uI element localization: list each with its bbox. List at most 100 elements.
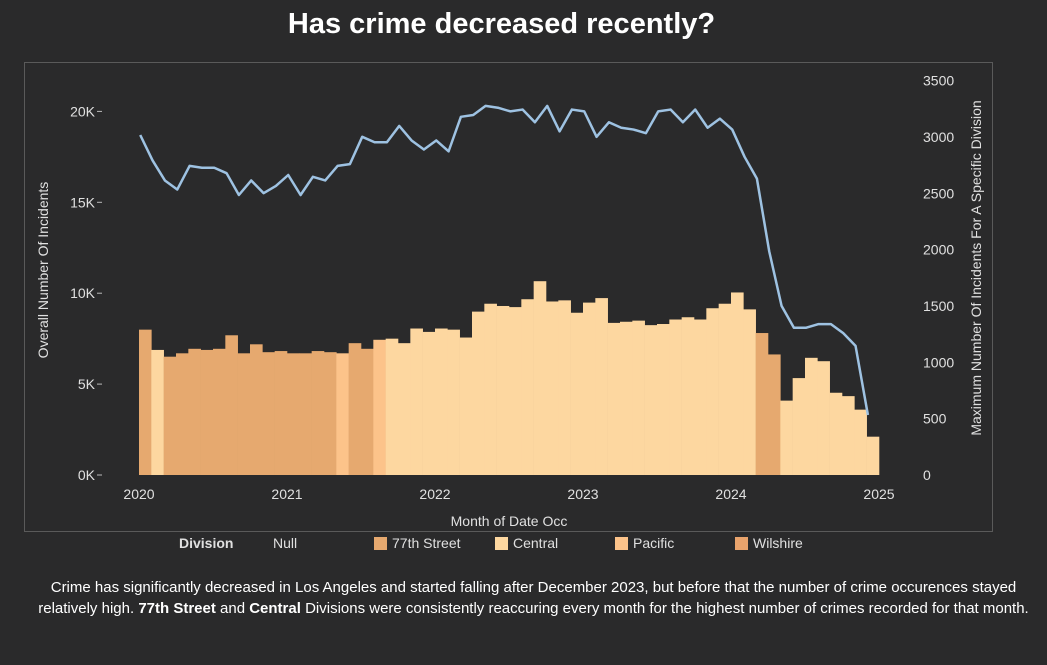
y2-tick-label: 1000	[923, 354, 954, 370]
bar-2021-10[interactable]	[398, 343, 411, 475]
legend-item-null[interactable]: Null	[273, 535, 297, 551]
bar-2022-08[interactable]	[521, 299, 534, 475]
y2-tick-label: 3000	[923, 129, 954, 145]
bar-2024-05[interactable]	[780, 400, 793, 475]
bar-2023-02[interactable]	[595, 298, 608, 475]
bar-2020-08[interactable]	[225, 335, 238, 475]
bar-2020-03[interactable]	[163, 356, 177, 475]
legend: Division Null 77th Street Central Pacifi…	[0, 534, 1047, 554]
legend-swatch-pacific	[615, 536, 628, 550]
bar-2024-08[interactable]	[817, 361, 830, 475]
bars-group	[139, 281, 880, 475]
bar-2023-08[interactable]	[669, 319, 682, 475]
y-tick-label: 20K	[70, 103, 96, 119]
bar-2020-11[interactable]	[262, 352, 275, 475]
x-tick-label: 2022	[419, 486, 450, 502]
bar-2024-02[interactable]	[743, 309, 756, 475]
bar-2021-12[interactable]	[422, 331, 436, 475]
legend-title: Division	[179, 535, 234, 551]
bar-2023-10[interactable]	[694, 319, 707, 475]
y2-axis-title: Maximum Number Of Incidents For A Specif…	[968, 100, 984, 435]
bar-2022-04[interactable]	[472, 311, 485, 475]
bar-2020-06[interactable]	[200, 349, 214, 475]
bar-2021-02[interactable]	[299, 353, 312, 475]
x-tick-label: 2023	[567, 486, 598, 502]
bar-2023-01[interactable]	[583, 302, 596, 475]
bar-2021-05[interactable]	[336, 353, 349, 475]
bar-2021-06[interactable]	[348, 343, 362, 475]
bar-2023-03[interactable]	[607, 322, 621, 475]
bar-2022-06[interactable]	[496, 305, 510, 475]
bar-2021-01[interactable]	[287, 353, 300, 475]
bar-2020-10[interactable]	[250, 344, 263, 475]
bar-2022-10[interactable]	[546, 301, 559, 475]
x-tick-label: 2020	[123, 486, 154, 502]
bar-2022-07[interactable]	[509, 307, 522, 475]
caption-text-3: Divisions were consistently reaccuring e…	[300, 600, 1029, 617]
bar-2020-07[interactable]	[213, 348, 226, 475]
bar-2021-04[interactable]	[324, 352, 337, 475]
chart: 0K 5K 10K 15K 20K 0 500 1000 1500 2000 2500 3000 35…	[35, 73, 984, 529]
legend-label-wilshire: Wilshire	[753, 535, 803, 551]
bar-2024-10[interactable]	[842, 396, 855, 475]
bar-2023-12[interactable]	[718, 303, 732, 475]
bar-2024-12[interactable]	[866, 436, 880, 475]
bar-2021-09[interactable]	[385, 338, 399, 475]
bar-2023-09[interactable]	[681, 317, 695, 475]
bar-2024-01[interactable]	[731, 292, 744, 475]
chart-title: Has crime decreased recently?	[287, 8, 716, 40]
bar-2023-05[interactable]	[632, 320, 645, 475]
bar-2020-01[interactable]	[139, 329, 152, 475]
bar-2024-07[interactable]	[805, 357, 818, 475]
bar-2022-01[interactable]	[435, 328, 448, 475]
caption-bold-central: Central	[249, 600, 301, 617]
legend-swatch-77th-street	[374, 536, 387, 550]
bar-2023-07[interactable]	[657, 324, 670, 475]
caption-bold-77th-street: 77th Street	[138, 600, 216, 617]
legend-item-77th-street[interactable]: 77th Street	[374, 535, 461, 551]
bar-2024-03[interactable]	[755, 333, 769, 475]
line-group	[139, 104, 870, 416]
x-axis-title: Month of Date Occ	[451, 513, 568, 529]
legend-swatch-wilshire	[735, 536, 748, 550]
bar-2022-11[interactable]	[558, 300, 571, 475]
y2-tick-label: 3500	[923, 73, 954, 89]
bar-2023-11[interactable]	[706, 308, 719, 475]
bar-2022-05[interactable]	[484, 303, 497, 475]
bar-2024-04[interactable]	[768, 354, 781, 475]
caption-text-1: Crime has significantly decreased in Los…	[38, 579, 1017, 617]
y-tick-label: 15K	[70, 194, 96, 210]
bar-2024-11[interactable]	[854, 409, 867, 475]
chart-frame	[24, 62, 993, 532]
bar-2020-02[interactable]	[151, 349, 164, 475]
bar-2020-09[interactable]	[237, 353, 251, 475]
y-tick-label: 5K	[78, 376, 96, 392]
y-tick-label: 0K	[78, 467, 96, 483]
bar-2020-05[interactable]	[188, 348, 201, 475]
legend-swatch-central	[495, 536, 508, 550]
bar-2022-12[interactable]	[570, 312, 584, 475]
bar-2020-12[interactable]	[274, 351, 288, 475]
legend-label-central: Central	[513, 535, 559, 551]
y-axis-title: Overall Number Of Incidents	[35, 182, 51, 359]
bar-2022-03[interactable]	[459, 337, 473, 475]
legend-item-central[interactable]: Central	[495, 535, 558, 551]
bar-2021-11[interactable]	[410, 328, 423, 475]
bar-2024-09[interactable]	[829, 392, 843, 475]
bar-2020-04[interactable]	[176, 353, 189, 475]
legend-label-pacific: Pacific	[633, 535, 675, 551]
legend-item-wilshire[interactable]: Wilshire	[735, 535, 803, 551]
bar-2024-06[interactable]	[792, 378, 806, 475]
bar-2022-02[interactable]	[447, 329, 460, 475]
bar-2023-04[interactable]	[620, 321, 633, 475]
caption-text-2: and	[215, 600, 250, 617]
line-overall-incidents[interactable]	[139, 104, 870, 416]
y2-tick-label: 0	[923, 467, 931, 483]
legend-label-77th-street: 77th Street	[392, 535, 461, 551]
bar-2021-03[interactable]	[311, 351, 325, 475]
bar-2023-06[interactable]	[644, 325, 658, 475]
bar-2021-08[interactable]	[373, 339, 386, 475]
legend-item-pacific[interactable]: Pacific	[615, 535, 674, 551]
bar-2021-07[interactable]	[361, 348, 374, 475]
bar-2022-09[interactable]	[533, 281, 547, 475]
